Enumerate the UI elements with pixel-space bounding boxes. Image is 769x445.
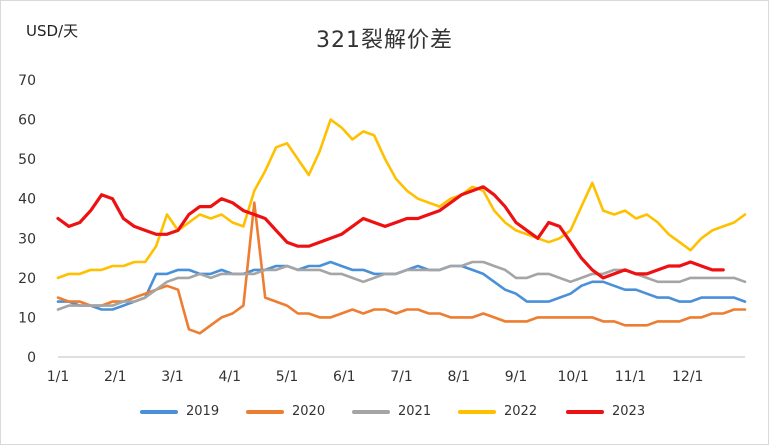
legend-item-2021: 2021: [352, 404, 431, 419]
x-tick-label: 1/1: [47, 369, 70, 385]
legend-label: 2021: [398, 404, 432, 419]
series-line-2020: [56, 201, 747, 335]
x-tick-label: 10/1: [558, 369, 589, 385]
legend-item-2020: 2020: [246, 404, 325, 419]
series-line-2023: [56, 185, 725, 280]
series-line-2022: [56, 118, 747, 280]
chart-title: 321裂解价差: [316, 28, 453, 53]
legend-swatch: [246, 409, 284, 414]
y-tick-label: 50: [18, 152, 36, 168]
legend-item-2019: 2019: [140, 404, 219, 419]
x-tick-label: 8/1: [447, 369, 470, 385]
chart-legend: 2019 2020 2021 2022 2023: [0, 404, 769, 426]
y-tick-label: 40: [18, 192, 36, 208]
x-tick-label: 11/1: [615, 369, 646, 385]
legend-swatch: [140, 409, 178, 414]
x-tick-label: 2/1: [104, 369, 127, 385]
y-tick-label: 0: [27, 350, 36, 366]
x-tick-label: 6/1: [333, 369, 356, 385]
legend-swatch: [352, 409, 390, 414]
x-tick-label: 4/1: [218, 369, 241, 385]
x-tick-label: 7/1: [390, 369, 413, 385]
legend-label: 2022: [504, 404, 538, 419]
x-tick-label: 3/1: [161, 369, 184, 385]
x-tick-label: 5/1: [276, 369, 299, 385]
legend-item-2023: 2023: [566, 404, 645, 419]
x-tick-label: 9/1: [505, 369, 528, 385]
series-line-2021: [56, 260, 747, 311]
y-tick-label: 60: [18, 113, 36, 129]
y-tick-label: 30: [18, 231, 36, 247]
legend-label: 2020: [292, 404, 326, 419]
x-tick-label: 12/1: [672, 369, 703, 385]
y-tick-label: 10: [18, 310, 36, 326]
legend-swatch: [566, 409, 604, 414]
legend-label: 2023: [612, 404, 646, 419]
y-tick-label: 70: [18, 73, 36, 89]
y-tick-label: 20: [18, 271, 36, 287]
legend-item-2022: 2022: [458, 404, 537, 419]
y-unit-label: USD/天: [26, 22, 79, 40]
legend-label: 2019: [186, 404, 220, 419]
legend-swatch: [458, 409, 496, 414]
